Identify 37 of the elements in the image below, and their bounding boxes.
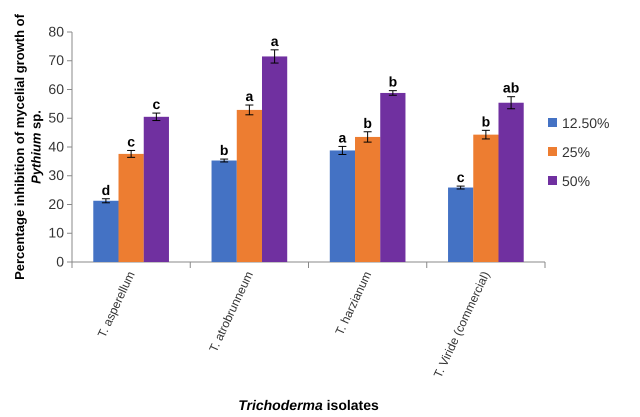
- y-tick-label: 60: [48, 80, 64, 97]
- legend-label: 12.50%: [562, 114, 610, 131]
- bar: [448, 188, 474, 262]
- data-label: a: [338, 129, 346, 146]
- bar: [144, 116, 169, 262]
- bar: [212, 160, 237, 262]
- bar: [262, 56, 288, 262]
- bar: [93, 200, 119, 262]
- bar: [498, 102, 524, 262]
- y-tick-label: 30: [48, 167, 64, 184]
- y-tick-label: 10: [48, 224, 64, 241]
- x-axis-title: Trichoderma isolates: [238, 397, 379, 413]
- data-label: a: [270, 32, 279, 49]
- bar: [473, 134, 498, 262]
- y-tick-label: 70: [48, 52, 64, 68]
- data-label: c: [456, 169, 465, 186]
- bar: [355, 136, 380, 262]
- data-label: b: [363, 114, 372, 131]
- bar: [330, 150, 356, 262]
- data-label: b: [388, 74, 398, 90]
- data-label: b: [482, 113, 490, 130]
- data-label: c: [152, 96, 160, 112]
- data-label: c: [127, 133, 136, 150]
- y-tick-label: 0: [56, 253, 64, 270]
- data-label: b: [220, 142, 228, 158]
- bar: [236, 110, 262, 262]
- data-label: a: [245, 88, 254, 104]
- legend-label: 25%: [562, 144, 590, 160]
- bar: [380, 92, 406, 262]
- y-tick-label: 80: [48, 23, 64, 40]
- y-tick-label: 20: [48, 196, 64, 212]
- bar: [118, 154, 144, 262]
- y-tick-label: 40: [48, 138, 64, 154]
- data-label: d: [102, 182, 110, 198]
- legend-label: 50%: [562, 172, 590, 189]
- y-tick-label: 50: [48, 110, 64, 126]
- data-label: ab: [502, 80, 520, 96]
